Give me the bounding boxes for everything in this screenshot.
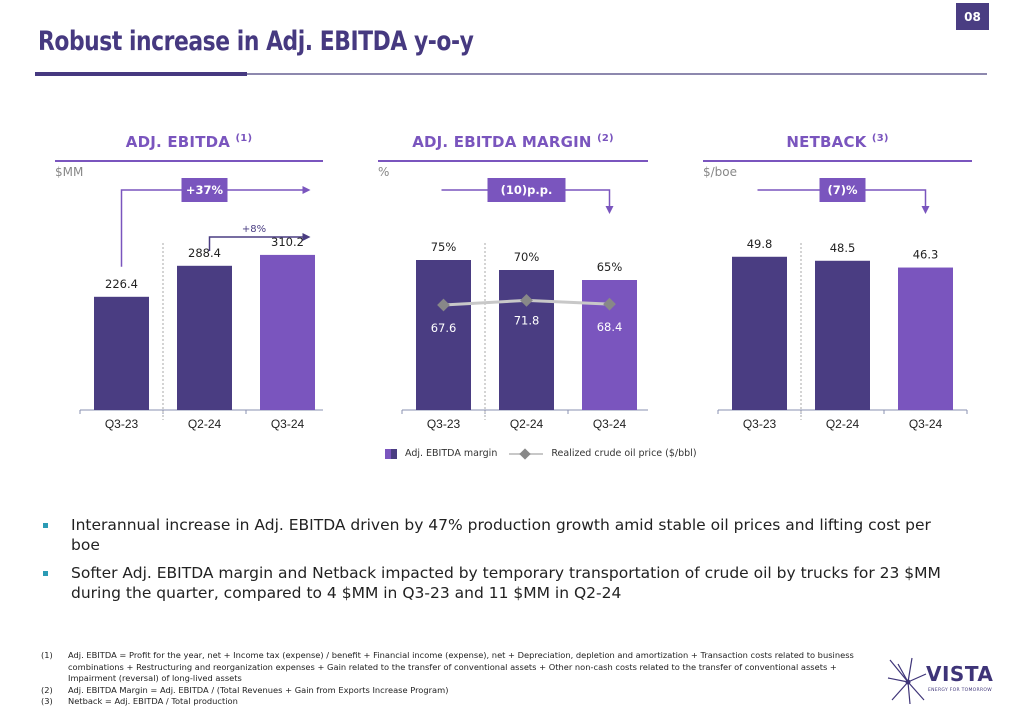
chart-legend: Adj. EBITDA margin Realized crude oil pr… [385, 448, 697, 459]
chart-unit-label: $/boe [703, 165, 738, 179]
square-bullet-icon [41, 515, 71, 555]
legend-bar-swatch [385, 448, 397, 459]
bar-value-label: 65% [597, 260, 623, 274]
legend-line-label: Realized crude oil price ($/bbl) [551, 448, 697, 459]
arrow-down-icon [921, 206, 930, 214]
footnote: (3) Netback = Adj. EBITDA / Total produc… [41, 696, 238, 706]
x-tick-label: Q2-24 [826, 417, 860, 431]
bar-q2-24 [815, 260, 870, 410]
star-burst-icon [887, 657, 927, 705]
bar-value-label: 75% [431, 240, 457, 254]
footnote: (2) Adj. EBITDA Margin = Adj. EBITDA / (… [41, 684, 449, 695]
chart-canvas: 49.8 Q3-23 48.5 Q2-24 46.3 Q3-24 (7)% [717, 178, 968, 431]
bar-q3-23 [732, 256, 787, 410]
footnotes: (1) Adj. EBITDA = Profit for the year, n… [41, 650, 871, 708]
arrow-right-icon [302, 186, 311, 194]
bar-value-label: 70% [514, 250, 540, 264]
x-tick-label: Q3-23 [743, 417, 777, 431]
bar-value-label: 49.8 [747, 237, 773, 251]
company-logo: VISTA ENERGY FOR TOMORROW [886, 656, 1006, 706]
bar-q3-24 [898, 267, 953, 410]
change-arrow-line [120, 189, 303, 267]
arrow-down-icon [605, 206, 614, 214]
chart-adj-ebitda: ADJ. EBITDA (1) $MM 226.4 Q3-23 288.4 Q2-24… [55, 125, 323, 465]
bar-q3-24 [260, 254, 315, 410]
chart-title-rule [378, 160, 648, 162]
x-tick-label: Q3-24 [271, 417, 305, 431]
change-badge-label: (7)% [827, 183, 858, 197]
title-divider-accent [35, 72, 247, 76]
logo-wordmark: VISTA [926, 662, 994, 686]
change-badge-label: (10)p.p. [501, 183, 553, 197]
page-number-badge: 08 [956, 3, 989, 30]
page-title: Robust increase in Adj. EBITDA y-o-y [38, 26, 474, 57]
change-badge [181, 178, 228, 202]
chart-title-rule [55, 160, 323, 162]
chart-unit-label: % [378, 165, 390, 179]
change-label: +8% [242, 224, 266, 235]
change-badge [819, 178, 866, 202]
x-tick-label: Q3-23 [105, 417, 139, 431]
x-tick-label: Q3-24 [593, 417, 627, 431]
x-tick-label: Q2-24 [510, 417, 544, 431]
bar-value-label: 46.3 [913, 248, 939, 262]
oil-price-value-label: 68.4 [597, 320, 623, 334]
legend-bar-label: Adj. EBITDA margin [405, 448, 498, 459]
bullet-list: Interannual increase in Adj. EBITDA driv… [41, 515, 941, 611]
arrow-right-icon [302, 233, 311, 241]
chart-title-rule [703, 160, 972, 162]
bar-q2-24 [499, 270, 554, 410]
x-tick-label: Q3-24 [909, 417, 943, 431]
bar-value-label: 288.4 [188, 246, 221, 260]
change-arrow-line [757, 189, 927, 206]
chart-adj-ebitda-margin: ADJ. EBITDA MARGIN (2) % 75% Q3-23 70% Q2-2… [378, 125, 648, 465]
bar-q2-24 [177, 265, 232, 410]
bar-value-label: 226.4 [105, 277, 138, 291]
footnote: (1) Adj. EBITDA = Profit for the year, n… [41, 650, 854, 683]
chart-title: ADJ. EBITDA MARGIN (2) [412, 133, 614, 151]
title-divider [35, 73, 987, 75]
chart-netback: NETBACK (3) $/boe 49.8 Q3-23 48.5 Q2-24 46.3… [703, 125, 972, 465]
oil-price-marker [437, 298, 450, 312]
logo-tagline: ENERGY FOR TOMORROW [928, 688, 992, 693]
change-arrow-line [208, 236, 303, 251]
bar-value-label: 310.2 [271, 235, 304, 249]
bullet-item: Softer Adj. EBITDA margin and Netback im… [41, 563, 941, 603]
legend-line-diamond-icon [509, 449, 544, 459]
bullet-item: Interannual increase in Adj. EBITDA driv… [41, 515, 941, 555]
bar-q3-23 [416, 260, 471, 410]
bar-q3-23 [94, 296, 149, 410]
chart-canvas: 226.4 Q3-23 288.4 Q2-24 310.2 Q3-24 +37% +8% [79, 178, 323, 431]
change-badge-label: +37% [186, 183, 224, 197]
x-tick-label: Q3-23 [427, 417, 461, 431]
bar-value-label: 48.5 [830, 241, 856, 255]
chart-title: ADJ. EBITDA (1) [125, 133, 253, 151]
change-badge [487, 178, 566, 202]
oil-price-value-label: 67.6 [431, 321, 457, 335]
oil-price-value-label: 71.8 [514, 313, 540, 327]
x-tick-label: Q2-24 [188, 417, 222, 431]
chart-canvas: 75% Q3-23 70% Q2-24 65% Q3-24 67.6 71.8 68.4 (10)… [401, 178, 648, 431]
square-bullet-icon [41, 563, 71, 603]
chart-unit-label: $MM [55, 165, 84, 179]
chart-title: NETBACK (3) [786, 133, 889, 151]
